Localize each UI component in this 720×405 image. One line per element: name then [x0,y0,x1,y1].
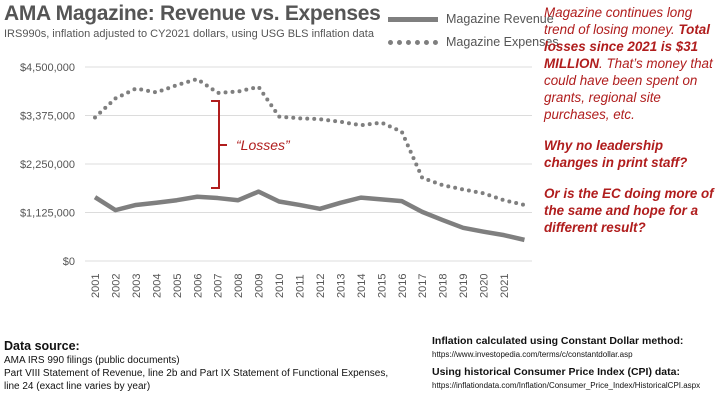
note-emphasis: Total losses since 2021 is $31 MILLION [544,22,710,71]
x-tick-label: 2009 [254,274,266,298]
x-tick-label: 2002 [110,274,122,298]
losses-label: “Losses” [236,137,291,153]
x-tick-label: 2005 [172,274,184,298]
x-tick-label: 2003 [131,274,143,298]
legend-item-revenue: Magazine Revenue [388,12,554,26]
cpi-url[interactable]: https://inflationdata.com/Inflation/Cons… [432,381,701,390]
chart-title: AMA Magazine: Revenue vs. Expenses [4,2,381,25]
method-notes: Inflation calculated using Constant Doll… [432,335,700,392]
chart-subtitle: IRS990s, inflation adjusted to CY2021 do… [4,28,374,40]
legend-swatch-dotted [388,39,438,45]
x-tick-label: 2019 [458,274,470,298]
x-tick-label: 2020 [479,274,491,298]
note-question: Or is the EC doing more of the same and … [544,186,714,235]
losses-bracket [211,100,227,189]
inflation-url[interactable]: https://www.investopedia.com/terms/c/con… [432,350,633,359]
y-tick-label: $2,250,000 [20,159,75,171]
note-question: Why no leadership changes in print staff… [544,138,688,170]
cpi-heading: Using historical Consumer Price Index (C… [432,366,680,378]
x-tick-label: 2004 [151,274,163,298]
y-tick-label: $0 [63,256,75,268]
x-tick-label: 2006 [192,274,204,298]
line-chart: $0 $1,125,000 $2,250,000 $3,375,000 $4,500,0… [20,62,532,298]
x-tick-label: 2013 [335,274,347,298]
commentary: Magazine continues long trend of losing … [544,4,720,250]
y-tick-label: $1,125,000 [20,208,75,220]
legend-swatch-solid [388,16,438,22]
legend-label: Magazine Expenses [446,35,559,49]
revenue-line [93,189,525,243]
x-tick-label: 2017 [417,274,429,298]
x-tick-label: 2015 [376,274,388,298]
y-tick-label: $4,500,000 [20,62,75,74]
source-line: line 24 (exact line varies by year) [4,381,151,392]
y-tick-label: $3,375,000 [20,111,75,123]
note-text: Magazine continues long trend of losing … [544,5,693,37]
inflation-heading: Inflation calculated using Constant Doll… [432,335,684,347]
x-tick-label: 2012 [315,274,327,298]
x-tick-label: 2016 [397,274,409,298]
x-tick-label: 2011 [295,274,307,298]
source-heading: Data source: [4,339,80,353]
x-tick-label: 2014 [356,274,368,298]
x-tick-label: 2021 [499,274,511,298]
legend-label: Magazine Revenue [446,12,554,26]
data-source: Data source: AMA IRS 990 filings (public… [4,339,388,393]
expenses-line [93,76,527,207]
x-tick-label: 2008 [233,274,245,298]
x-tick-label: 2001 [90,274,102,298]
x-tick-label: 2007 [213,274,225,298]
source-line: AMA IRS 990 filings (public documents) [4,355,180,366]
legend-item-expenses: Magazine Expenses [388,35,559,49]
x-tick-label: 2018 [438,274,450,298]
source-line: Part VIII Statement of Revenue, line 2b … [4,368,389,379]
note-text: . That’s money that could have been spen… [544,56,713,122]
x-tick-label: 2010 [274,274,286,298]
